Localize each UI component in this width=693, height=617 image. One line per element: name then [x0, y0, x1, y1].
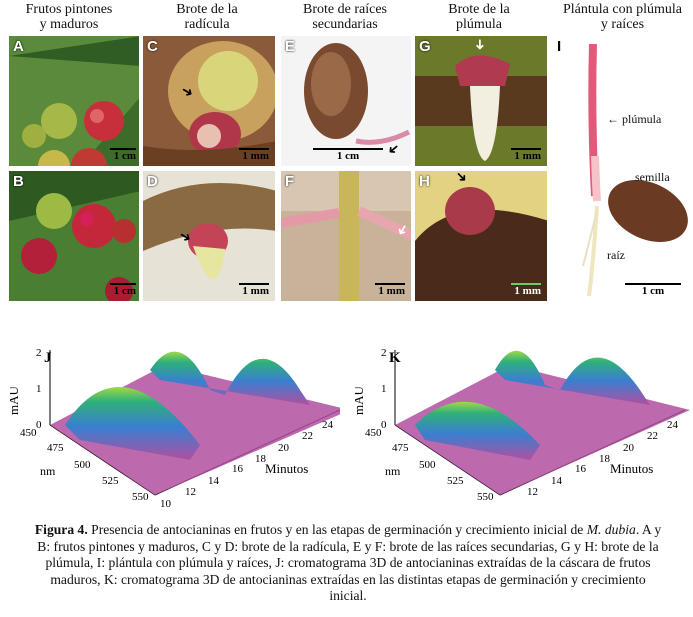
ztick-24-k: 24	[667, 419, 679, 431]
panel-label-f: F	[285, 173, 295, 190]
ztick-18-k: 18	[599, 453, 611, 465]
ztick-16-k: 16	[575, 463, 587, 475]
axis-label-minutos-j: Minutos	[265, 461, 308, 476]
chromatogram-k: mAU 0 1 2 K 450 475 500 525 550 nm Minut…	[355, 347, 690, 503]
ztick-18-j: 18	[255, 453, 267, 465]
annotation-semilla: semilla	[635, 170, 670, 184]
seedling-photo-i	[582, 43, 688, 297]
panel-label-d: D	[147, 173, 158, 190]
panel-label-a: A	[13, 38, 24, 55]
xtick-525-j: 525	[102, 475, 119, 487]
scale-bar-e: 1 cm	[313, 148, 383, 162]
photo-panel-a: A 1 cm	[8, 35, 140, 167]
caption-figure-number: Figura 4.	[34, 522, 88, 537]
panel-label-g: G	[419, 38, 431, 55]
arrow-icon: ➜	[471, 38, 487, 51]
panel-label-i: I	[557, 38, 562, 55]
root-photo-f	[281, 171, 411, 301]
photo-panel-e: E ➜ 1 cm	[280, 35, 412, 167]
column-title-secondary-roots: Brote de raíces secundarias	[303, 2, 387, 32]
fruit-photo-a	[9, 36, 139, 166]
ytick-0-k: 0	[381, 419, 387, 431]
ytick-0-j: 0	[36, 419, 42, 431]
plumule-photo-g	[415, 36, 547, 166]
panel-label-k: K	[389, 350, 401, 366]
axis-label-nm-k: nm	[385, 464, 401, 478]
ztick-16-j: 16	[232, 463, 244, 475]
photo-panel-f: F ➜ 1 mm	[280, 170, 412, 302]
scale-bar-i: 1 cm	[625, 283, 681, 297]
caption-text-2: . A y B: frutos pintones y maduros, C y …	[37, 522, 662, 604]
scale-bar-f: 1 mm	[375, 283, 405, 297]
photo-panel-b: B 1 cm	[8, 170, 140, 302]
photo-panel-i: I ← plúmula semilla raíz 1 cm	[552, 35, 693, 302]
ztick-12-j: 12	[185, 486, 196, 498]
ztick-24-j: 24	[322, 419, 334, 431]
xtick-450-k: 450	[365, 427, 382, 439]
column-title-plumule: Brote de la plúmula	[448, 2, 510, 32]
axis-label-mau-k: mAU	[355, 386, 366, 416]
figure-caption: Figura 4. Presencia de antocianinas en f…	[30, 522, 666, 605]
caption-species: M. dubia	[586, 522, 636, 537]
column-title-seedling: Plántula con plúmula y raíces	[563, 2, 682, 32]
xtick-475-j: 475	[47, 442, 64, 454]
axis-label-mau-j: mAU	[10, 386, 21, 416]
column-title-radicle: Brote de la radícula	[176, 2, 238, 32]
photo-panel-c: C ➜ 1 mm	[142, 35, 276, 167]
ztick-12-k: 12	[527, 486, 538, 498]
radicle-photo-d	[143, 171, 275, 301]
ztick-22-k: 22	[647, 430, 658, 442]
panel-label-h: H	[419, 173, 430, 190]
annotation-raiz: raíz	[607, 248, 625, 262]
panel-label-c: C	[147, 38, 158, 55]
ytick-2-k: 2	[381, 347, 387, 359]
xtick-475-k: 475	[392, 442, 409, 454]
xtick-550-k: 550	[477, 491, 494, 503]
scale-bar-g: 1 mm	[511, 148, 541, 162]
xtick-500-j: 500	[74, 459, 91, 471]
plumule-photo-h	[415, 171, 547, 301]
xtick-450-j: 450	[20, 427, 37, 439]
ztick-22-j: 22	[302, 430, 313, 442]
ztick-20-k: 20	[623, 442, 635, 454]
ztick-14-k: 14	[551, 475, 563, 487]
column-title-fruits: Frutos pintones y maduros	[25, 2, 113, 32]
radicle-photo-c	[143, 36, 275, 166]
scale-bar-a: 1 cm	[110, 148, 136, 162]
photo-panel-g: G ➜ 1 mm	[414, 35, 548, 167]
chromatogram-j: mAU 0 1 2 J 450 475 500 525 550 nm Minut…	[10, 347, 340, 510]
panel-label-e: E	[285, 38, 296, 55]
scale-bar-c: 1 mm	[239, 148, 269, 162]
ytick-1-k: 1	[381, 383, 387, 395]
scale-bar-d: 1 mm	[239, 283, 269, 297]
axis-label-minutos-k: Minutos	[610, 461, 653, 476]
xtick-550-j: 550	[132, 491, 149, 503]
ztick-20-j: 20	[278, 442, 290, 454]
axis-label-nm-j: nm	[40, 464, 56, 478]
scale-bar-b: 1 cm	[110, 283, 136, 297]
seed-photo-e	[281, 36, 411, 166]
xtick-500-k: 500	[419, 459, 436, 471]
ztick-14-j: 14	[208, 475, 220, 487]
annotation-plumula: ← plúmula	[607, 112, 662, 126]
photo-panel-d: D ➜ 1 mm	[142, 170, 276, 302]
xtick-525-k: 525	[447, 475, 464, 487]
panel-label-b: B	[13, 173, 24, 190]
ytick-2-j: 2	[36, 347, 42, 359]
scale-bar-h: 1 mm	[511, 283, 541, 297]
ytick-1-j: 1	[36, 383, 42, 395]
panel-label-j: J	[44, 350, 52, 366]
ztick-10-j: 10	[160, 498, 172, 510]
fruit-photo-b	[9, 171, 139, 301]
photo-panel-h: H ➜ 1 mm	[414, 170, 548, 302]
caption-text-1: Presencia de antocianinas en frutos y en…	[87, 522, 587, 537]
